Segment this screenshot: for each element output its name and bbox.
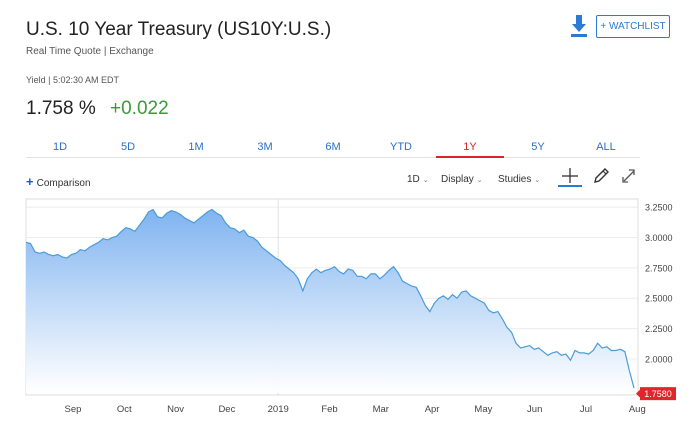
tab-6m[interactable]: 6M — [325, 141, 341, 153]
series-line — [25, 208, 635, 389]
price-change: +0.022 — [110, 98, 169, 119]
tab-5d[interactable]: 5D — [120, 141, 136, 153]
y-tick-label: 2.2500 — [645, 324, 673, 334]
last-value-pointer — [636, 389, 640, 398]
interval-label: 1D — [407, 174, 420, 185]
crosshair-icon[interactable] — [556, 164, 584, 193]
series-area — [26, 209, 634, 393]
studies-label: Studies — [498, 174, 532, 185]
y-tick-label: 2.0000 — [645, 354, 673, 364]
tab-1m[interactable]: 1M — [188, 141, 204, 153]
x-tick-label: 2019 — [268, 404, 289, 415]
y-tick-label: 3.0000 — [645, 233, 673, 243]
quote-source: Real Time Quote | Exchange — [26, 46, 154, 57]
pencil-icon[interactable] — [590, 164, 612, 193]
x-tick-label: Apr — [425, 404, 440, 415]
x-tick-label: Aug — [629, 404, 646, 415]
tab-5y[interactable]: 5Y — [531, 141, 545, 153]
x-tick-label: Sep — [65, 404, 82, 415]
download-icon[interactable] — [569, 14, 589, 38]
y-tick-label: 2.5000 — [645, 294, 673, 304]
x-tick-label: Mar — [373, 404, 389, 415]
tab-3m[interactable]: 3M — [257, 141, 273, 153]
price-chart-svg: 3.2500 3.0000 2.7500 2.5000 2.2500 2.0000 Sep… — [25, 198, 676, 415]
last-value-badge — [640, 387, 676, 401]
x-tick-label: Dec — [218, 404, 235, 415]
tab-ytd[interactable]: YTD — [390, 141, 412, 153]
chevron-down-icon: ⌄ — [422, 177, 429, 184]
comparison-button[interactable]: + Comparison — [26, 174, 91, 189]
interval-dropdown[interactable]: 1D ⌄ — [407, 174, 429, 185]
x-tick-label: Jun — [527, 404, 542, 415]
studies-dropdown[interactable]: Studies ⌄ — [498, 174, 540, 185]
price-chart[interactable]: 3.2500 3.0000 2.7500 2.5000 2.2500 2.0000 Sep… — [0, 195, 700, 430]
tab-1d[interactable]: 1D — [52, 141, 68, 153]
plus-icon: + — [26, 174, 34, 189]
y-tick-label: 2.7500 — [645, 263, 673, 273]
display-label: Display — [441, 174, 474, 185]
yield-timestamp: Yield | 5:02:30 AM EDT — [26, 75, 120, 85]
display-dropdown[interactable]: Display ⌄ — [441, 174, 483, 185]
x-tick-label: Feb — [321, 404, 337, 415]
last-value-label: 1.7580 — [644, 389, 672, 399]
x-tick-label: May — [474, 404, 492, 415]
x-tick-label: Nov — [167, 404, 184, 415]
x-tick-label: Jul — [580, 404, 592, 415]
tab-1y[interactable]: 1Y — [436, 140, 504, 158]
chevron-down-icon: ⌄ — [534, 177, 541, 184]
y-tick-label: 3.2500 — [645, 203, 673, 213]
expand-icon[interactable] — [620, 164, 638, 193]
chevron-down-icon: ⌄ — [476, 177, 483, 184]
page-title: U.S. 10 Year Treasury (US10Y:U.S.) — [26, 19, 332, 40]
tab-all[interactable]: ALL — [596, 141, 616, 153]
range-tabs: 1D 5D 1M 3M 6M YTD 1Y 5Y ALL — [26, 140, 640, 158]
comparison-label: Comparison — [36, 178, 91, 189]
add-to-watchlist-button[interactable]: + WATCHLIST — [596, 15, 670, 38]
x-tick-label: Oct — [117, 404, 132, 415]
last-price: 1.758 % — [26, 98, 96, 119]
